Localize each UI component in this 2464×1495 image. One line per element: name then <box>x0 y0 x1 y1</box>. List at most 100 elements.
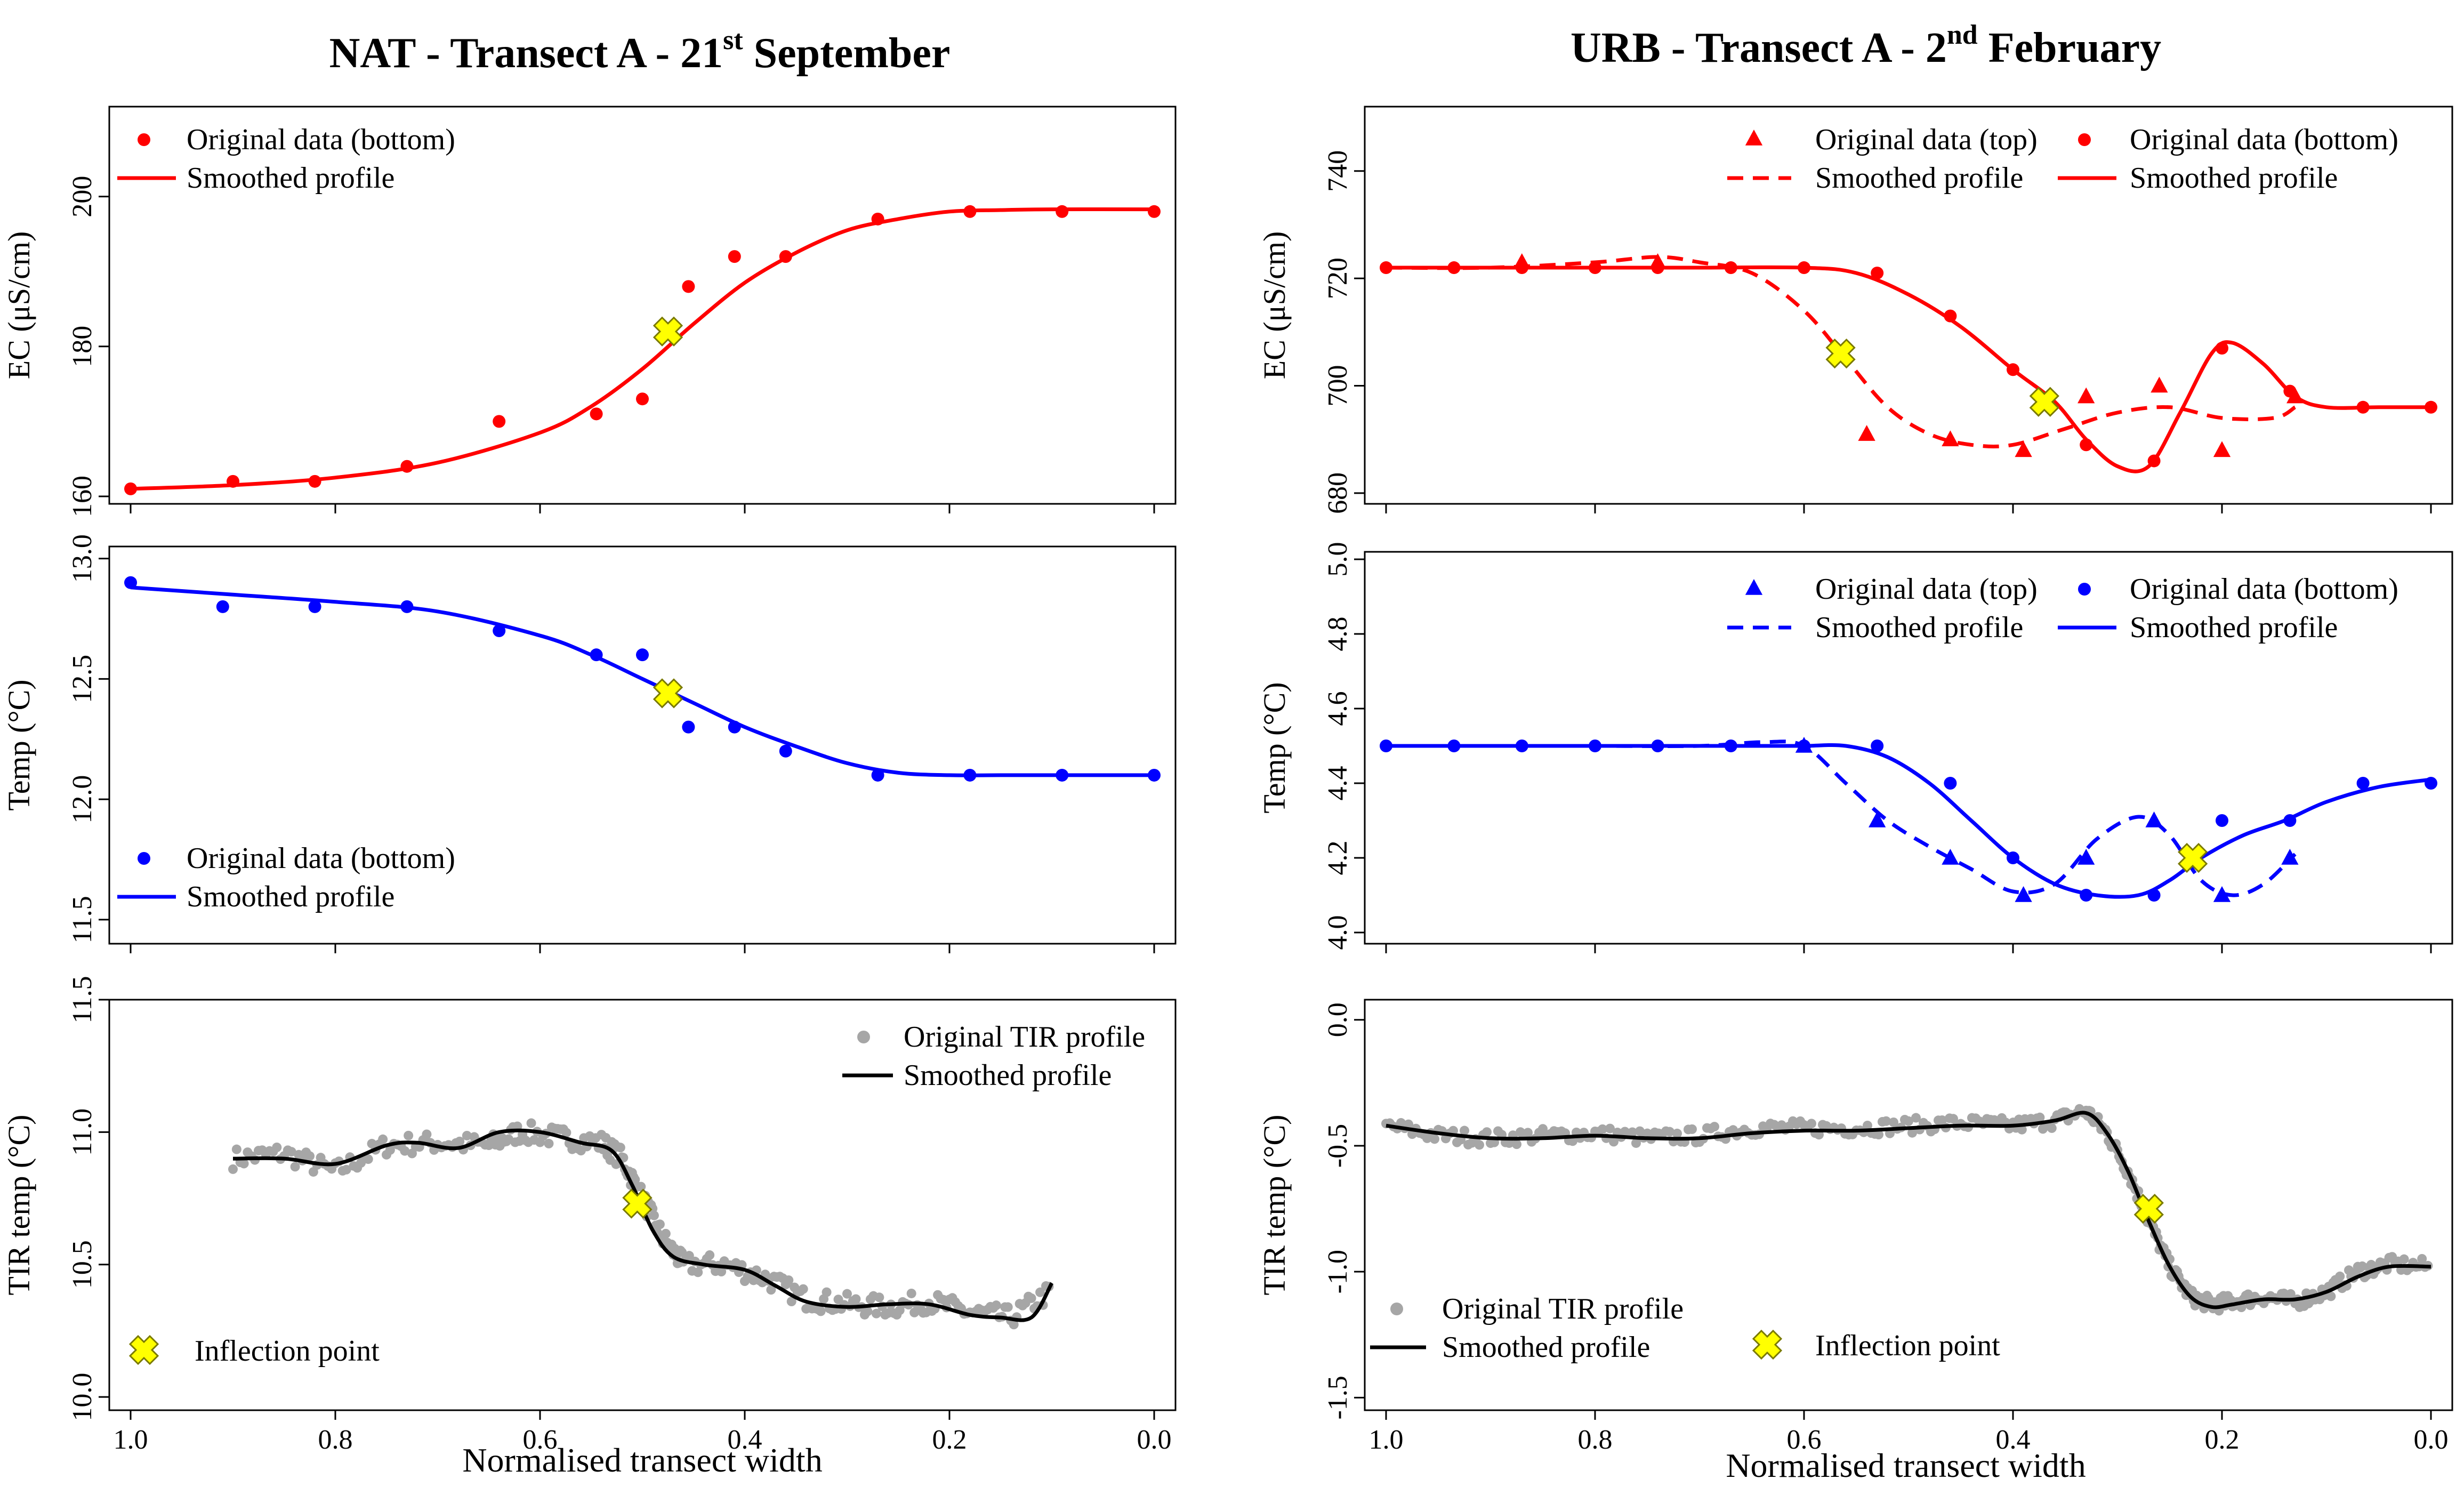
y-axis-label: EC (μS/cm) <box>1257 231 1292 380</box>
x-tick-label: 0.0 <box>2414 1425 2449 1455</box>
inflection-point-marker <box>653 316 683 347</box>
tir-point <box>228 1164 238 1174</box>
data-point-top <box>1942 430 1959 446</box>
tir-point <box>1937 1115 1947 1125</box>
data-point <box>636 648 649 662</box>
data-point <box>1944 777 1957 790</box>
y-tick-label: 4.2 <box>1323 841 1353 875</box>
data-point <box>493 624 506 638</box>
x-tick-label: 0.2 <box>2205 1425 2240 1455</box>
tir-point <box>341 1164 351 1175</box>
y-tick-label: 4.8 <box>1323 617 1353 652</box>
legend-label: Smoothed profile <box>2130 162 2338 195</box>
legend-label: Smoothed profile <box>1815 162 2023 195</box>
data-point-top <box>2213 441 2231 457</box>
x-tick-label: 0.8 <box>1578 1425 1613 1455</box>
tir-point <box>1482 1127 1492 1137</box>
x-tick-label: 0.6 <box>1787 1425 1822 1455</box>
tir-point <box>400 1146 410 1156</box>
x-tick-label: 1.0 <box>114 1425 148 1455</box>
tir-point <box>1948 1114 1958 1124</box>
tir-point <box>1672 1128 1682 1138</box>
data-point <box>682 720 695 734</box>
inflection-point-marker <box>653 678 683 709</box>
tir-point <box>1430 1134 1439 1144</box>
tir-point <box>661 1228 671 1239</box>
tir-point <box>526 1118 536 1128</box>
data-point <box>682 280 695 293</box>
data-point-top <box>2281 849 2299 865</box>
y-tick-label: -1.5 <box>1323 1376 1353 1419</box>
tir-point <box>693 1267 703 1277</box>
data-point <box>779 744 792 758</box>
chart-nat-temp: 11.5 12.0 12.5 13.0 Temp (°C) Original data (… <box>2 534 1177 953</box>
tir-point <box>404 1130 414 1140</box>
legend-label: Smoothed profile <box>1815 611 2023 644</box>
data-point-top <box>2015 886 2032 902</box>
legend-label: Original TIR profile <box>1442 1292 1684 1325</box>
tir-point <box>766 1285 776 1295</box>
tir-point <box>705 1250 715 1260</box>
tir-point <box>1904 1116 1913 1126</box>
tir-point <box>863 1306 873 1316</box>
legend-tir-point <box>857 1031 870 1043</box>
right-x-axis-label: Normalised transect width <box>1726 1446 2085 1484</box>
tir-point <box>1874 1130 1883 1140</box>
tir-point <box>1807 1119 1816 1129</box>
inflection-point-marker <box>1825 338 1856 369</box>
tir-point <box>2417 1253 2427 1264</box>
y-axis-label: Temp (°C) <box>2 679 36 810</box>
tir-point <box>2326 1291 2336 1301</box>
tir-point <box>1881 1116 1891 1126</box>
tir-point <box>363 1154 373 1164</box>
data-point <box>493 415 506 428</box>
tir-point <box>1609 1137 1618 1147</box>
data-point <box>1148 205 1161 218</box>
tir-point <box>2047 1123 2057 1133</box>
data-point <box>1871 740 1884 752</box>
series-line-2 <box>1386 740 2297 897</box>
tir-point <box>649 1210 659 1220</box>
x-tick-label: 1.0 <box>1369 1425 1404 1455</box>
data-point <box>728 250 741 263</box>
series-line-1 <box>1386 1111 2431 1309</box>
tir-point <box>305 1151 315 1161</box>
legend-inflection-marker <box>1752 1329 1783 1360</box>
legend-label: Original data (bottom) <box>187 123 455 156</box>
series-line-3 <box>1386 265 2431 473</box>
series-line-2 <box>1386 255 2297 448</box>
y-tick-label: 4.0 <box>1323 915 1353 950</box>
y-tick-label: 180 <box>67 326 98 367</box>
plot-frame <box>108 545 1177 945</box>
series-line-1 <box>130 585 1154 777</box>
y-tick-label: -1.0 <box>1323 1250 1353 1293</box>
tir-point <box>239 1159 249 1169</box>
data-point-top <box>1869 811 1886 827</box>
data-point <box>216 600 229 613</box>
legend-label: Smoothed profile <box>1442 1331 1650 1364</box>
tir-point <box>1523 1128 1533 1138</box>
legend-point <box>2078 583 2091 596</box>
data-point-top <box>2015 441 2032 457</box>
legend-triangle <box>1745 130 1763 146</box>
y-tick-label: 11.5 <box>67 896 98 943</box>
data-point-top <box>2213 886 2231 902</box>
left-x-axis-label: Normalised transect width <box>462 1441 822 1479</box>
legend-label: Smoothed profile <box>2130 611 2338 644</box>
tir-point <box>1631 1138 1641 1148</box>
chart-nat-tir: 10.0 10.5 11.0 11.5 1.0 0.8 0.6 0.4 0.2 0.0 TIR te… <box>2 976 1177 1455</box>
y-tick-label: 10.5 <box>67 1240 98 1289</box>
right-title: URB - Transect A - 2nd February <box>1571 20 2161 71</box>
plot-frame <box>108 106 1177 505</box>
tir-point <box>1003 1302 1013 1312</box>
chart-urb-ec: 680 700 720 740 EC (μS/cm) Original data (top… <box>1257 106 2453 514</box>
series-line-1 <box>232 1128 1054 1322</box>
series-line-1 <box>130 207 1155 491</box>
data-point-top <box>1858 425 1875 441</box>
data-point <box>2356 777 2370 790</box>
plot-frame <box>1364 551 2453 945</box>
tir-point <box>1404 1119 1413 1129</box>
tir-point <box>816 1306 826 1316</box>
tir-point <box>1628 1127 1637 1137</box>
tir-point <box>231 1144 241 1154</box>
